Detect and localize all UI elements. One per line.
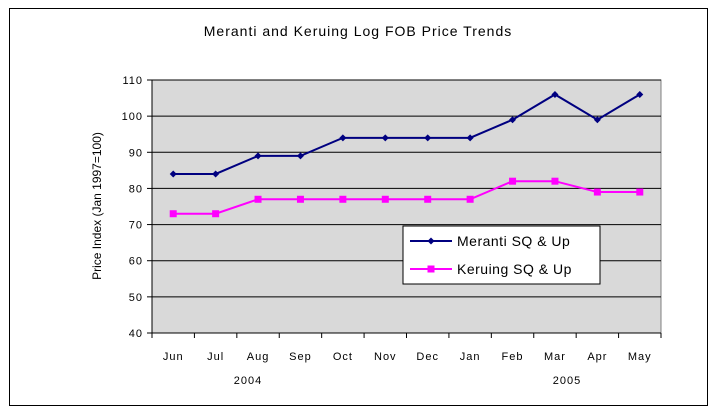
data-point — [339, 134, 347, 142]
data-point — [169, 210, 177, 218]
data-point — [296, 195, 304, 203]
y-tick-label: 70 — [129, 220, 143, 232]
legend-label: Meranti SQ & Up — [457, 233, 570, 249]
plot-background — [151, 79, 662, 334]
y-tick-label: 110 — [122, 75, 143, 87]
data-point — [509, 177, 517, 185]
x-tick-label: Mar — [544, 351, 566, 363]
data-point — [339, 195, 347, 203]
x-tick-label: Jan — [460, 351, 481, 363]
year-label-2005: 2005 — [553, 375, 581, 387]
x-tick-label: May — [628, 351, 652, 363]
data-point — [381, 195, 389, 203]
x-tick-label: Jun — [163, 351, 184, 363]
data-point — [636, 188, 644, 196]
data-point — [466, 134, 474, 142]
data-point — [466, 195, 474, 203]
data-point — [296, 152, 304, 160]
data-point — [593, 116, 601, 124]
x-tick-label: Feb — [502, 351, 524, 363]
y-tick-label: 90 — [129, 147, 143, 159]
x-tick-label: Oct — [333, 351, 353, 363]
data-point — [593, 188, 601, 196]
y-tick-label: 50 — [129, 292, 143, 304]
y-tick-label: 100 — [122, 111, 143, 123]
series-line-1 — [173, 180, 640, 215]
legend-box — [402, 225, 601, 285]
data-point — [254, 195, 262, 203]
chart-title: Meranti and Keruing Log FOB Price Trends — [204, 23, 512, 39]
y-tick-label: 40 — [129, 328, 143, 340]
x-tick-label: Jul — [207, 351, 224, 363]
legend: Meranti SQ & Up Keruing SQ & Up — [402, 225, 601, 285]
legend-marker — [427, 237, 435, 245]
data-point — [551, 90, 559, 98]
data-point — [254, 152, 262, 160]
data-point — [424, 195, 432, 203]
legend-marker — [427, 265, 435, 273]
x-tick-label: Dec — [416, 351, 439, 363]
y-axis-label: Price Index (Jan 1997=100) — [90, 132, 104, 280]
data-point — [212, 170, 220, 178]
legend-label: Keruing SQ & Up — [457, 261, 572, 277]
data-point — [509, 116, 517, 124]
data-point — [169, 170, 177, 178]
x-tick-label: Apr — [587, 351, 607, 363]
data-point — [424, 134, 432, 142]
x-tick-label: Nov — [374, 351, 397, 363]
y-tick-label: 60 — [129, 256, 143, 268]
year-label-2004: 2004 — [234, 375, 262, 387]
data-point — [551, 177, 559, 185]
y-tick-label: 80 — [129, 183, 143, 195]
data-point — [381, 134, 389, 142]
x-tick-label: Aug — [247, 351, 270, 363]
x-tick-label: Sep — [289, 351, 312, 363]
plot-area: 40 50 60 70 80 90 100 110 Jun Jul Aug Sep Oct Nov Dec J… — [122, 75, 662, 363]
data-point — [636, 90, 644, 98]
series-line-0 — [173, 93, 641, 175]
data-point — [212, 210, 220, 218]
